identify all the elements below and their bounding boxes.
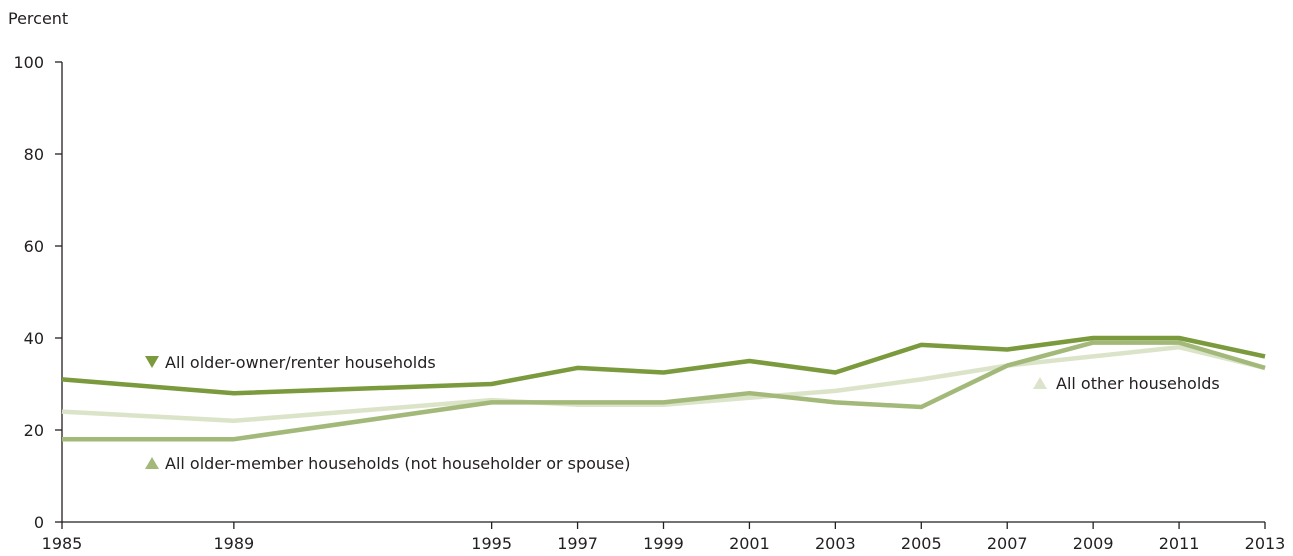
x-tick-label: 2009 [1073, 534, 1114, 553]
legend-label-older-owner-renter: All older-owner/renter households [165, 353, 436, 372]
triangle-up-icon [145, 457, 159, 469]
y-tick-label: 40 [24, 329, 44, 348]
y-axis-label: Percent [8, 9, 68, 28]
x-tick-label: 1985 [42, 534, 83, 553]
x-tick-label: 2013 [1245, 534, 1286, 553]
x-tick-label: 1995 [471, 534, 512, 553]
y-tick-label: 20 [24, 421, 44, 440]
x-tick-label: 2001 [729, 534, 770, 553]
x-tick-label: 2005 [901, 534, 942, 553]
legend-older-owner-renter: All older-owner/renter households [145, 353, 436, 372]
x-tick-label: 2011 [1159, 534, 1200, 553]
y-tick-label: 100 [13, 53, 44, 72]
x-tick-label: 2007 [987, 534, 1028, 553]
y-tick-label: 0 [34, 513, 44, 532]
x-tick-label: 1989 [213, 534, 254, 553]
legend-other-households: All other households [1033, 374, 1220, 393]
x-tick-label: 1999 [643, 534, 684, 553]
legend-label-older-member: All older-member households (not househo… [165, 454, 630, 473]
legend-label-other-households: All other households [1056, 374, 1220, 393]
triangle-up-icon [1033, 377, 1047, 389]
y-ticks: 0 20 40 60 80 100 [13, 53, 62, 532]
legend-older-member: All older-member households (not househo… [145, 454, 630, 473]
x-ticks: 1985 1989 1995 1997 1999 2001 2003 2005 2007 2009… [42, 522, 1286, 553]
y-tick-label: 60 [24, 237, 44, 256]
y-tick-label: 80 [24, 145, 44, 164]
series-line-0 [61, 335, 1266, 396]
triangle-down-icon [145, 356, 159, 368]
x-tick-label: 1997 [557, 534, 598, 553]
series-line-2 [61, 344, 1266, 424]
series-lines [61, 335, 1266, 442]
series-line-1 [62, 340, 1266, 442]
x-tick-label: 2003 [815, 534, 856, 553]
